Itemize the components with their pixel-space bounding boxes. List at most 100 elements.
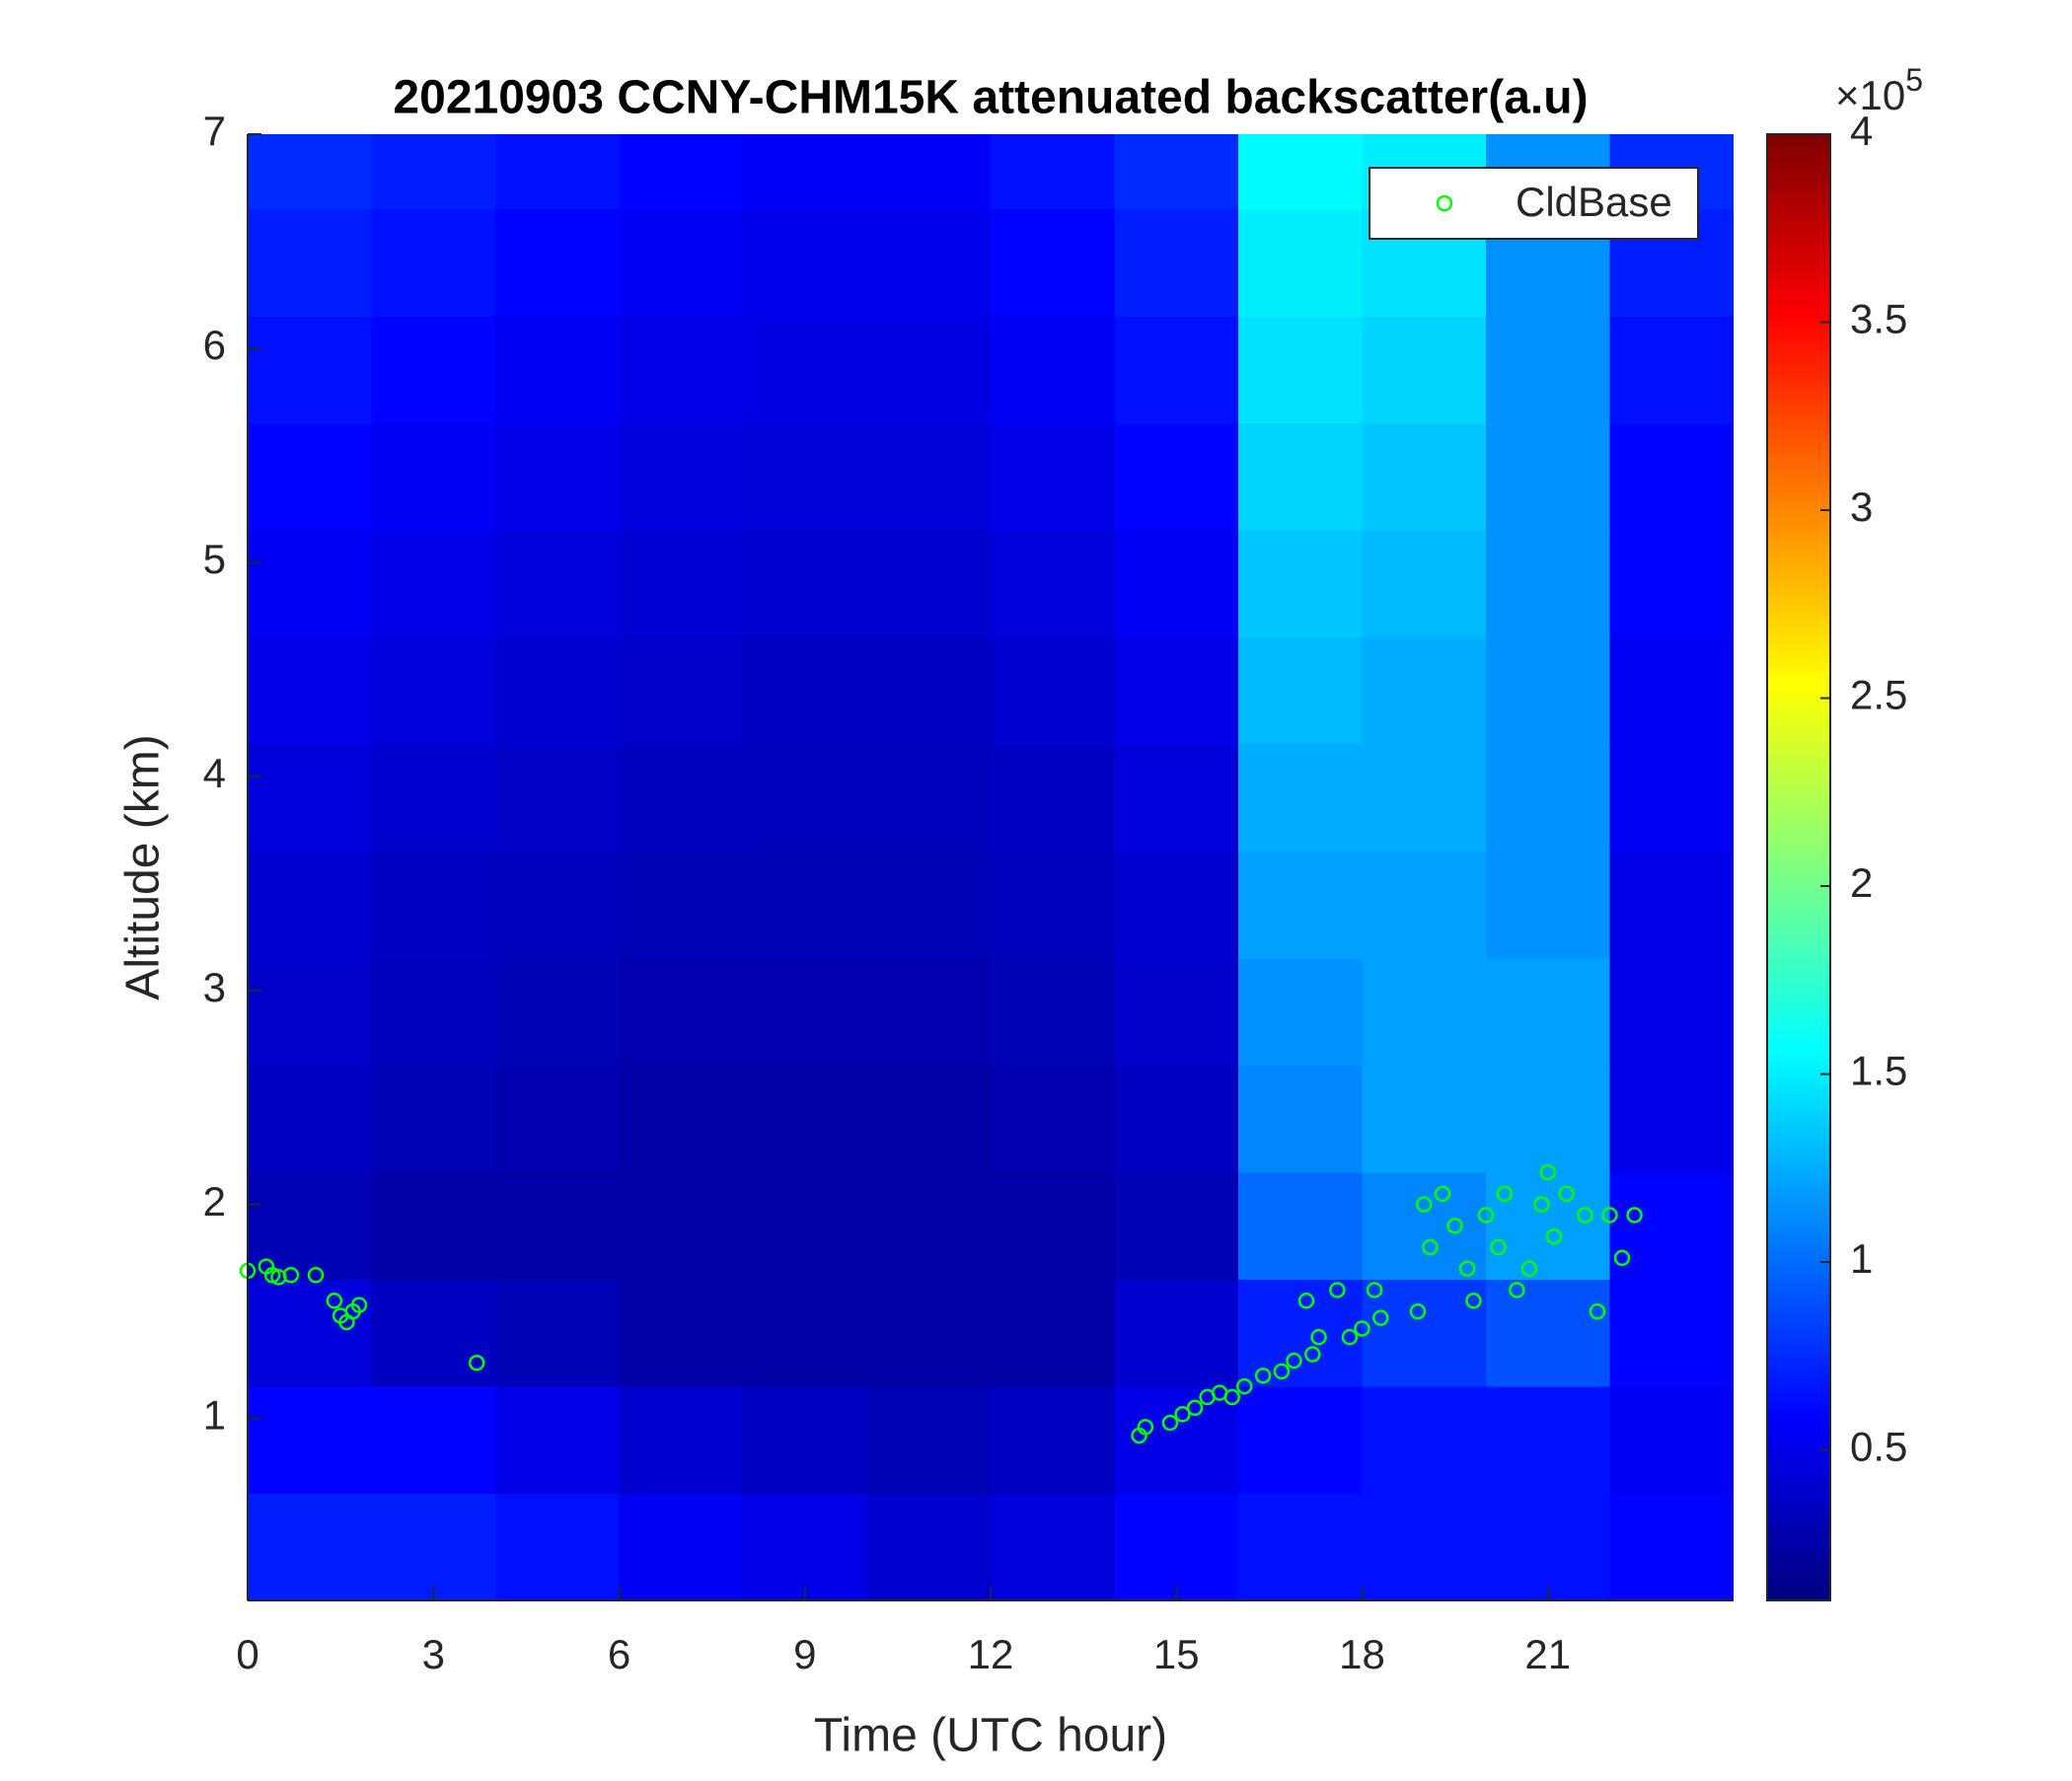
heatmap-cell xyxy=(495,744,620,853)
heatmap-cell xyxy=(1609,316,1734,424)
heatmap-cell xyxy=(743,744,867,853)
y-tick-label: 5 xyxy=(203,536,226,582)
heatmap-cell xyxy=(1238,1172,1363,1281)
cloud-base-point xyxy=(1539,1163,1556,1181)
heatmap-cell xyxy=(495,134,620,210)
heatmap-cell xyxy=(1238,134,1363,210)
x-tick-label: 0 xyxy=(236,1631,259,1677)
colorbar-tick-label: 3 xyxy=(1850,483,1873,530)
cloud-base-point xyxy=(1304,1346,1321,1363)
heatmap-cell xyxy=(248,636,372,745)
heatmap-cell xyxy=(248,1386,372,1495)
heatmap-cell xyxy=(866,1279,992,1387)
cloud-base-point xyxy=(1613,1249,1631,1267)
heatmap-cell xyxy=(1114,1065,1239,1173)
heatmap-cell xyxy=(1609,1386,1734,1495)
heatmap-cell xyxy=(619,1279,744,1387)
heatmap-cell xyxy=(248,530,372,638)
heatmap-cell xyxy=(248,208,372,317)
cloud-base-point xyxy=(326,1293,343,1309)
heatmap-cell xyxy=(371,1065,496,1173)
heatmap-cell xyxy=(1609,422,1734,531)
heatmap-cell xyxy=(1609,1493,1734,1600)
x-tick-label: 6 xyxy=(608,1631,630,1677)
heatmap-cell xyxy=(1609,530,1734,638)
heatmap-cell xyxy=(371,530,496,638)
cloud-base-point xyxy=(307,1267,325,1284)
cloud-base-point xyxy=(1458,1260,1476,1278)
heatmap-cell xyxy=(619,744,744,853)
heatmap-cell xyxy=(743,1279,867,1387)
y-tick-label: 3 xyxy=(203,964,226,1010)
heatmap-cell xyxy=(1238,1386,1363,1495)
colorbar-tick-label: 1 xyxy=(1850,1235,1873,1282)
heatmap-cell xyxy=(1238,851,1363,959)
colorbar-tick-label: 1.5 xyxy=(1850,1048,1907,1094)
colorbar xyxy=(1766,133,1831,1601)
multiplier-exponent: 5 xyxy=(1905,62,1923,98)
cloud-base-point xyxy=(1186,1399,1204,1417)
cloud-base-point xyxy=(282,1267,300,1284)
heatmap-cell xyxy=(991,1493,1115,1600)
heatmap-cell xyxy=(495,1279,620,1387)
heatmap-cell xyxy=(1238,422,1363,531)
heatmap-cell xyxy=(866,958,992,1067)
heatmap-cell xyxy=(1486,1386,1610,1495)
legend: CldBase xyxy=(1369,167,1699,240)
x-tick-label: 12 xyxy=(968,1631,1014,1677)
heatmap-cell xyxy=(866,422,992,531)
colorbar-tick-label: 2 xyxy=(1850,859,1873,906)
heatmap-cell xyxy=(248,316,372,424)
heatmap-cell xyxy=(1609,744,1734,853)
cloud-base-point xyxy=(1577,1207,1593,1224)
heatmap-cell xyxy=(866,851,992,959)
heatmap-cell xyxy=(1362,1493,1487,1600)
heatmap-cell xyxy=(619,316,744,424)
cloud-base-point xyxy=(1434,1185,1451,1203)
heatmap-cell xyxy=(1362,1279,1487,1387)
heatmap-cell xyxy=(371,1493,496,1600)
heatmap-cell xyxy=(991,1386,1115,1495)
cloud-base-point xyxy=(1589,1302,1606,1320)
cloud-base-point xyxy=(1174,1406,1191,1423)
heatmap-cell xyxy=(866,530,992,638)
y-tick-label: 6 xyxy=(203,322,226,368)
heatmap-cell xyxy=(1362,1172,1487,1281)
legend-label: CldBase xyxy=(1516,179,1672,225)
colorbar-tick-label: 2.5 xyxy=(1850,672,1907,718)
cloud-base-point xyxy=(468,1354,485,1372)
cloud-base-point xyxy=(1558,1185,1575,1203)
heatmap-cell xyxy=(619,1065,744,1173)
colorbar-multiplier: ×105 xyxy=(1835,62,1923,118)
heatmap-cell xyxy=(1114,316,1239,424)
heatmap-cell xyxy=(1609,1172,1734,1281)
heatmap-cell xyxy=(495,422,620,531)
heatmap-cell xyxy=(248,1493,372,1600)
heatmap-cell xyxy=(743,1493,867,1600)
heatmap-cell xyxy=(1238,316,1363,424)
heatmap-cell xyxy=(866,744,992,853)
heatmap-cell xyxy=(1362,530,1487,638)
cloud-base-point xyxy=(1533,1196,1550,1213)
cloud-base-point xyxy=(1329,1282,1346,1299)
y-tick-label: 7 xyxy=(203,108,226,154)
heatmap-cell xyxy=(1238,958,1363,1067)
cloud-base-point xyxy=(1446,1218,1463,1234)
heatmap-cell xyxy=(1486,851,1610,959)
heatmap-cell xyxy=(991,1065,1115,1173)
legend-box xyxy=(1369,167,1699,240)
heatmap-cell xyxy=(1362,316,1487,424)
cloud-base-point xyxy=(1372,1309,1389,1326)
heatmap-cell xyxy=(991,530,1115,638)
cloud-base-point xyxy=(350,1297,368,1313)
heatmap-cell xyxy=(1486,422,1610,531)
heatmap-cell xyxy=(743,530,867,638)
heatmap-cell xyxy=(248,1279,372,1387)
heatmap-cell xyxy=(619,1386,744,1495)
cloud-base-point xyxy=(1236,1377,1253,1395)
heatmap-cell xyxy=(495,208,620,317)
cloud-base-point xyxy=(1545,1227,1563,1245)
heatmap-cell xyxy=(495,958,620,1067)
heatmap-cell xyxy=(371,958,496,1067)
